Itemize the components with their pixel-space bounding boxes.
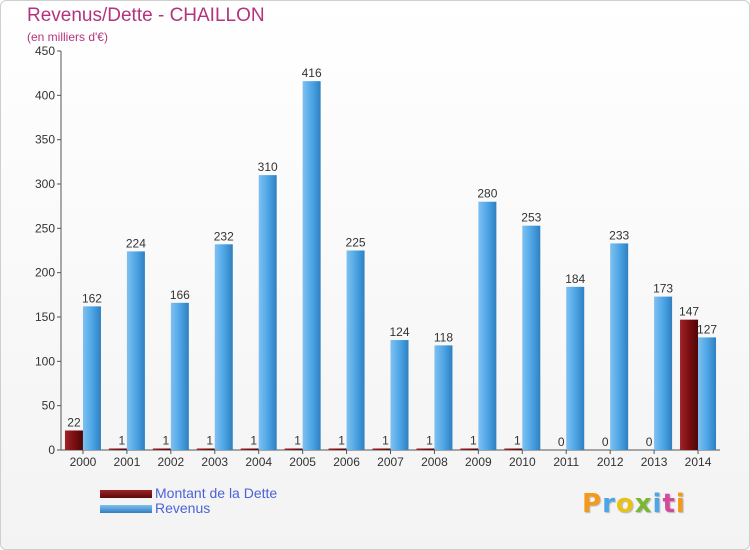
- bar-dette: [680, 319, 699, 450]
- data-label-dette: 1: [514, 434, 521, 448]
- data-label-dette: 1: [338, 434, 345, 448]
- logo-letter: o: [615, 489, 635, 519]
- y-tick-label: 300: [35, 177, 55, 191]
- y-tick-label: 150: [35, 310, 55, 324]
- bar-dette: [152, 448, 171, 450]
- logo-letter: i: [652, 489, 663, 519]
- bar-revenus: [390, 340, 409, 450]
- logo-letter: i: [675, 489, 686, 519]
- bar-dette: [416, 448, 435, 450]
- chart-title: Revenus/Dette - CHAILLON: [27, 5, 265, 26]
- y-tick-label: 200: [35, 266, 55, 280]
- data-label-revenus: 233: [609, 228, 629, 242]
- bar-revenus: [126, 251, 145, 450]
- bar-revenus: [258, 175, 277, 450]
- bar-dette: [372, 448, 391, 450]
- x-tick-label: 2002: [157, 455, 184, 469]
- data-label-revenus: 225: [346, 236, 366, 250]
- legend-label-dette: Montant de la Dette: [155, 485, 278, 501]
- bar-revenus: [434, 345, 453, 450]
- bar-revenus: [82, 306, 101, 450]
- data-label-dette: 1: [294, 434, 301, 448]
- bar-revenus: [610, 243, 629, 450]
- x-tick-label: 2000: [70, 455, 97, 469]
- x-tick-label: 2014: [685, 455, 712, 469]
- data-label-dette: 1: [426, 434, 433, 448]
- x-tick-label: 2006: [333, 455, 360, 469]
- x-tick-label: 2007: [377, 455, 404, 469]
- data-label-revenus: 184: [565, 272, 585, 286]
- logo-letter: r: [602, 489, 616, 519]
- y-tick-label: 50: [42, 399, 56, 413]
- x-tick-label: 2008: [421, 455, 448, 469]
- x-tick-label: 2009: [465, 455, 492, 469]
- x-tick-label: 2011: [553, 455, 579, 469]
- bar-revenus: [346, 250, 365, 450]
- bar-revenus: [698, 337, 717, 450]
- legend-swatch-revenus: [100, 505, 152, 513]
- data-label-revenus: 310: [258, 160, 278, 174]
- data-label-dette: 1: [162, 434, 169, 448]
- data-label-revenus: 118: [434, 330, 453, 344]
- bar-dette: [108, 448, 127, 450]
- bar-dette: [240, 448, 259, 450]
- logo-letter: t: [662, 489, 676, 519]
- x-tick-label: 2010: [509, 455, 536, 469]
- data-label-dette: 1: [470, 434, 477, 448]
- bar-dette: [196, 448, 215, 450]
- data-label-dette: 1: [382, 434, 389, 448]
- x-tick-label: 2004: [245, 455, 272, 469]
- bar-dette: [328, 448, 347, 450]
- bar-revenus: [522, 225, 541, 450]
- legend-swatch-dette: [100, 490, 152, 498]
- x-tick-label: 2005: [289, 455, 316, 469]
- y-tick-label: 450: [35, 44, 55, 58]
- bar-revenus: [302, 81, 321, 450]
- data-label-dette: 1: [206, 434, 213, 448]
- chart-subtitle: (en milliers d'€): [27, 30, 108, 44]
- bar-revenus: [478, 201, 497, 450]
- data-label-dette: 22: [67, 415, 81, 429]
- bar-revenus: [214, 244, 233, 450]
- bar-dette: [284, 448, 303, 450]
- proxiti-logo: Proxiti: [582, 489, 686, 519]
- y-tick-label: 100: [35, 354, 55, 368]
- data-label-revenus: 253: [521, 211, 541, 225]
- bar-revenus: [654, 296, 673, 450]
- data-label-revenus: 416: [302, 66, 322, 80]
- data-label-dette: 147: [679, 305, 699, 319]
- x-tick-label: 2003: [201, 455, 228, 469]
- bar-dette: [64, 430, 83, 450]
- data-label-revenus: 166: [170, 288, 190, 302]
- y-tick-label: 0: [48, 443, 55, 457]
- x-tick-label: 2001: [114, 455, 141, 469]
- logo-letter: x: [634, 489, 653, 519]
- legend-label-revenus: Revenus: [155, 500, 211, 516]
- data-label-dette: 0: [558, 435, 565, 449]
- bar-dette: [460, 448, 479, 450]
- y-tick-label: 250: [35, 221, 55, 235]
- logo-letter: P: [582, 489, 603, 519]
- y-tick-label: 350: [35, 133, 55, 147]
- data-label-revenus: 173: [653, 282, 673, 296]
- bar-dette: [504, 448, 523, 450]
- data-label-revenus: 162: [82, 291, 102, 305]
- bar-revenus: [566, 286, 585, 450]
- data-label-revenus: 124: [389, 325, 409, 339]
- data-label-revenus: 127: [697, 322, 717, 336]
- data-label-dette: 1: [119, 434, 126, 448]
- bar-revenus: [170, 302, 189, 450]
- x-tick-label: 2012: [597, 455, 624, 469]
- x-tick-label: 2013: [641, 455, 668, 469]
- y-tick-label: 400: [35, 88, 55, 102]
- data-label-revenus: 224: [126, 236, 146, 250]
- data-label-dette: 0: [602, 435, 609, 449]
- data-label-dette: 0: [646, 435, 653, 449]
- data-label-dette: 1: [250, 434, 257, 448]
- data-label-revenus: 280: [477, 187, 497, 201]
- data-label-revenus: 232: [214, 229, 234, 243]
